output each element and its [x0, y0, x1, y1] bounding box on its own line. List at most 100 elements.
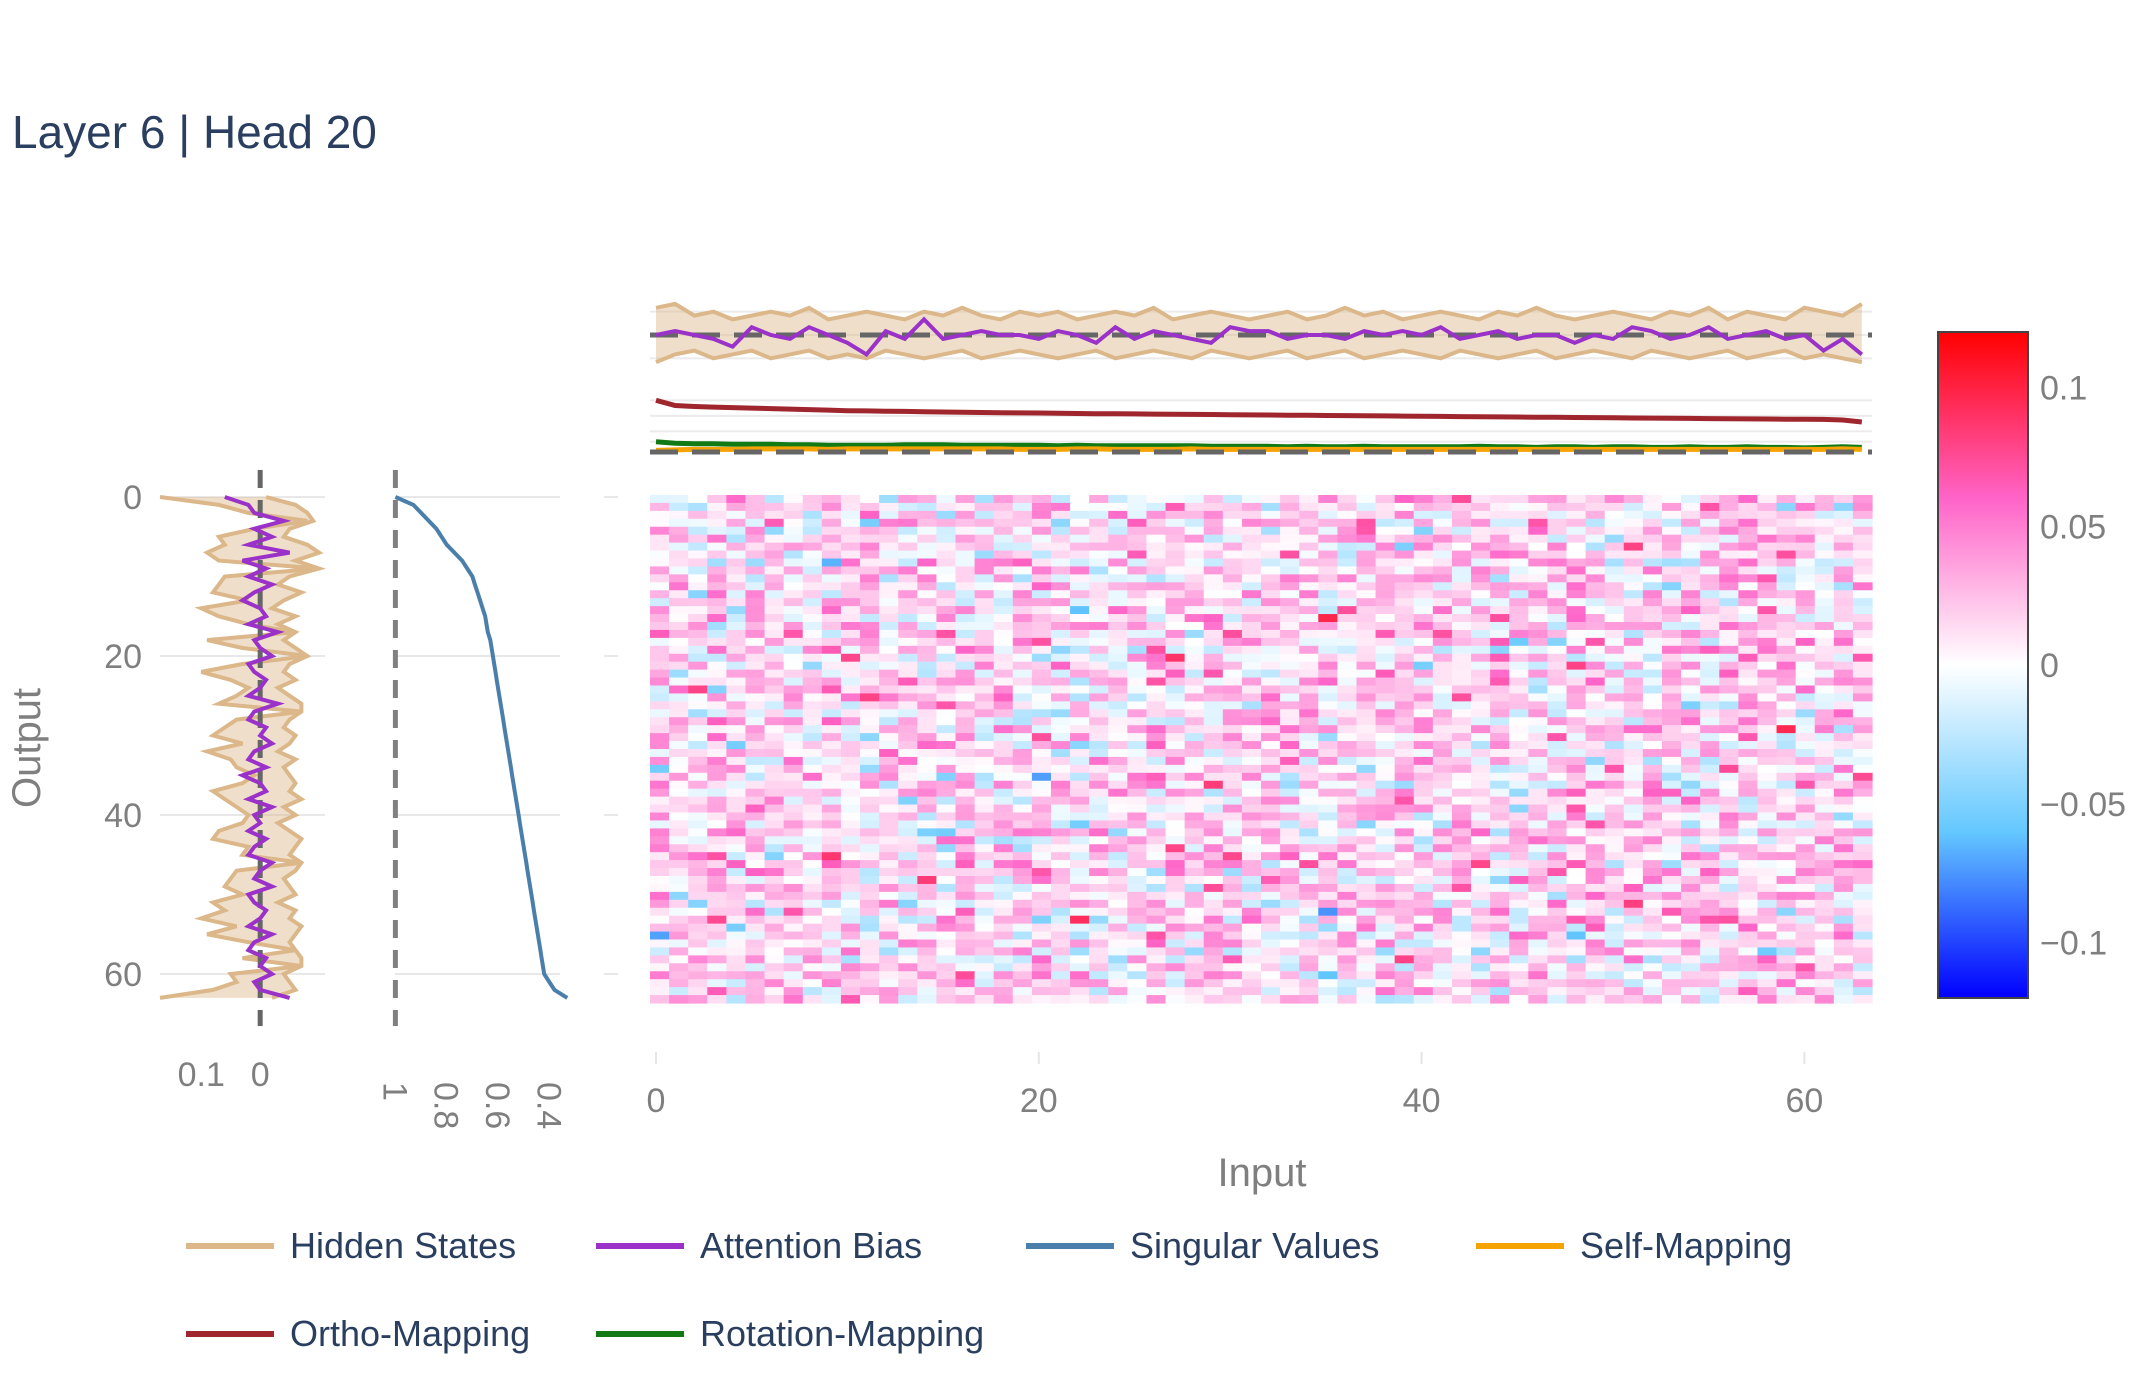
heatmap-cell [1012, 606, 1033, 615]
heatmap-cell [1127, 844, 1148, 853]
heatmap-cell [974, 661, 995, 671]
heatmap-cell [1031, 923, 1052, 933]
heatmap-cell [1547, 510, 1568, 520]
heatmap-cell [1700, 860, 1720, 869]
heatmap-cell [936, 876, 957, 885]
heatmap-cell [1833, 669, 1854, 679]
heatmap-cell [1814, 598, 1835, 607]
heatmap-cell [1375, 987, 1396, 996]
heatmap-cell [1604, 495, 1625, 504]
heatmap-cell [1146, 495, 1167, 504]
heatmap-cell [1127, 923, 1148, 933]
heatmap-cell [1012, 963, 1033, 972]
heatmap-cell [669, 852, 689, 861]
heatmap-cell [669, 733, 689, 742]
heatmap-cell [1471, 526, 1491, 536]
heatmap-cell [917, 836, 937, 845]
heatmap-cell [1146, 868, 1167, 877]
heatmap-cell [669, 883, 689, 893]
heatmap-cell [726, 510, 747, 520]
heatmap-cell [1222, 987, 1243, 996]
heatmap-cell [1661, 883, 1682, 893]
heatmap-cell [1451, 629, 1472, 639]
heatmap-cell [764, 749, 785, 758]
heatmap-cell [1127, 796, 1148, 806]
heatmap-cell [1566, 915, 1587, 925]
heatmap-cell [1222, 534, 1243, 544]
heatmap-cell [840, 907, 861, 917]
heatmap-cell [1509, 741, 1529, 750]
heatmap-cell [1261, 574, 1281, 583]
heatmap-cell [1604, 542, 1625, 552]
heatmap-cell [726, 661, 747, 671]
heatmap-cell [1203, 788, 1224, 798]
heatmap-cell [1795, 614, 1816, 623]
heatmap-cell [860, 701, 880, 710]
heatmap-cell [1509, 701, 1529, 710]
heatmap-cell [688, 796, 708, 806]
heatmap-cell [1031, 987, 1052, 996]
heatmap-cell [1012, 733, 1033, 742]
heatmap-cell [821, 796, 842, 806]
heatmap-cell [1795, 606, 1816, 615]
heatmap-cell [1184, 645, 1205, 655]
heatmap-cell [1738, 899, 1759, 909]
heatmap-cell [1031, 645, 1052, 655]
heatmap-cell [1375, 693, 1396, 702]
heatmap-cell [1184, 796, 1205, 806]
heatmap-cell [783, 931, 804, 941]
heatmap-cell [1280, 836, 1300, 845]
heatmap-cell [1203, 780, 1224, 790]
heatmap-cell [650, 764, 670, 774]
heatmap-cell [1490, 756, 1510, 766]
heatmap-cell [1490, 804, 1510, 814]
heatmap-cell [1070, 860, 1090, 869]
heatmap-cell [1719, 677, 1739, 687]
heatmap-cell [1471, 788, 1491, 798]
heatmap-cell [879, 788, 899, 798]
heatmap-cell [840, 661, 861, 671]
heatmap-cell [1490, 693, 1510, 702]
heatmap-cell [1795, 820, 1816, 829]
heatmap-cell [1012, 534, 1033, 544]
heatmap-cell [1432, 637, 1453, 647]
heatmap-cell [1471, 542, 1491, 552]
heatmap-cell [688, 590, 708, 599]
heatmap-cell [1528, 796, 1548, 806]
heatmap-cell [821, 891, 842, 901]
heatmap-cell [898, 709, 918, 718]
heatmap-cell [1394, 614, 1415, 623]
heatmap-cell [1547, 558, 1568, 568]
heatmap-cell [650, 844, 670, 853]
heatmap-cell [1795, 558, 1816, 568]
heatmap-cell [764, 709, 785, 718]
heatmap-cell [917, 923, 937, 933]
heatmap-cell [1261, 495, 1281, 504]
heatmap-cell [783, 637, 804, 647]
heatmap-cell [1203, 669, 1224, 679]
heatmap-cell [1318, 709, 1338, 718]
heatmap-cell [1585, 876, 1606, 885]
heatmap-cell [688, 804, 708, 814]
heatmap-cell [1585, 685, 1606, 695]
heatmap-cell [860, 637, 880, 647]
heatmap-cell [650, 598, 670, 607]
heatmap-cell [1394, 685, 1415, 695]
heatmap-cell [726, 693, 747, 702]
heatmap-cell [955, 709, 976, 718]
heatmap-cell [1356, 725, 1377, 734]
heatmap-cell [974, 669, 995, 679]
heatmap-cell [1261, 939, 1281, 949]
heatmap-cell [764, 764, 785, 774]
heatmap-cell [821, 495, 842, 504]
heatmap-cell [1566, 772, 1587, 782]
heatmap-cell [1528, 876, 1548, 885]
heatmap-cell [1719, 756, 1739, 766]
heatmap-cell [1089, 733, 1109, 742]
heatmap-cell [1471, 971, 1491, 980]
heatmap-cell [764, 669, 785, 679]
heatmap-cell [1356, 669, 1377, 679]
heatmap-cell [1642, 677, 1663, 687]
heatmap-cell [1394, 931, 1415, 941]
heatmap-cell [1852, 518, 1873, 528]
